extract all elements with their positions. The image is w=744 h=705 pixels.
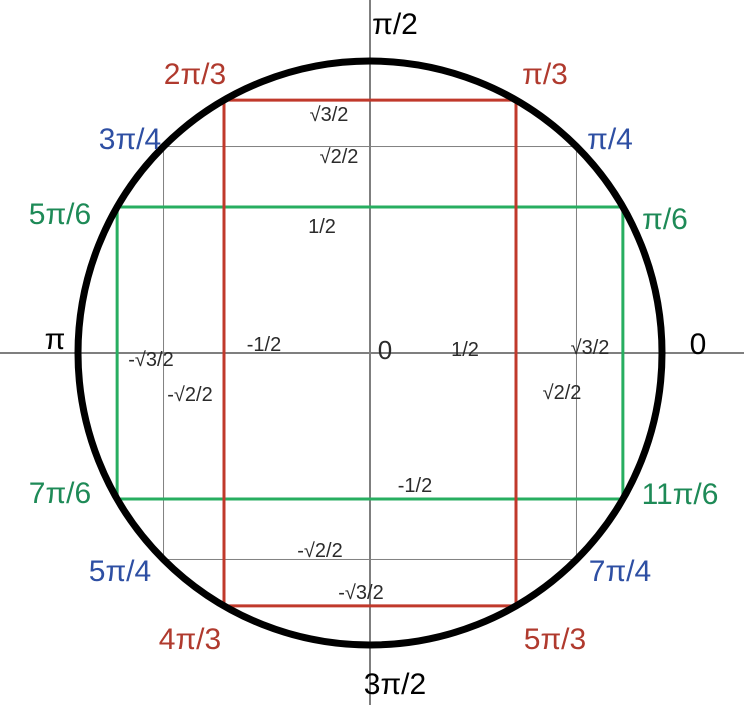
angle-label-8: π — [45, 325, 66, 355]
value-label-8: -√2/2 — [167, 385, 212, 405]
unit-circle-diagram: π/2 π/3 2π/3 π/4 3π/4 π/6 5π/6 0 π 11π/6 7π/6 7π/4 5… — [0, 0, 744, 705]
angle-label-3: π/4 — [587, 125, 633, 155]
value-label-5: 1/2 — [451, 340, 479, 360]
value-label-4: -1/2 — [247, 335, 281, 355]
value-label-10: -1/2 — [398, 476, 432, 496]
value-label-11: -√2/2 — [297, 541, 342, 561]
angle-label-12: 5π/4 — [89, 557, 151, 587]
angle-label-4: 3π/4 — [99, 125, 161, 155]
angle-label-14: 4π/3 — [159, 625, 221, 655]
angle-label-1: π/3 — [522, 60, 568, 90]
angle-label-11: 7π/4 — [589, 557, 651, 587]
value-label-0: 0 — [378, 337, 392, 363]
angle-label-7: 0 — [690, 330, 707, 360]
angle-label-5: π/6 — [642, 205, 688, 235]
value-label-1: √3/2 — [310, 105, 349, 125]
angle-label-13: 5π/3 — [524, 625, 586, 655]
angle-label-2: 2π/3 — [164, 60, 226, 90]
angle-label-9: 11π/6 — [642, 480, 719, 510]
angle-label-0: π/2 — [372, 10, 418, 40]
angle-label-15: 3π/2 — [364, 670, 426, 700]
angle-label-10: 7π/6 — [29, 479, 91, 509]
value-label-9: √2/2 — [543, 383, 582, 403]
value-label-3: 1/2 — [308, 217, 336, 237]
value-label-7: -√3/2 — [128, 350, 173, 370]
value-label-12: -√3/2 — [338, 583, 383, 603]
value-label-6: √3/2 — [571, 338, 610, 358]
value-label-2: √2/2 — [320, 147, 359, 167]
angle-label-6: 5π/6 — [29, 200, 91, 230]
